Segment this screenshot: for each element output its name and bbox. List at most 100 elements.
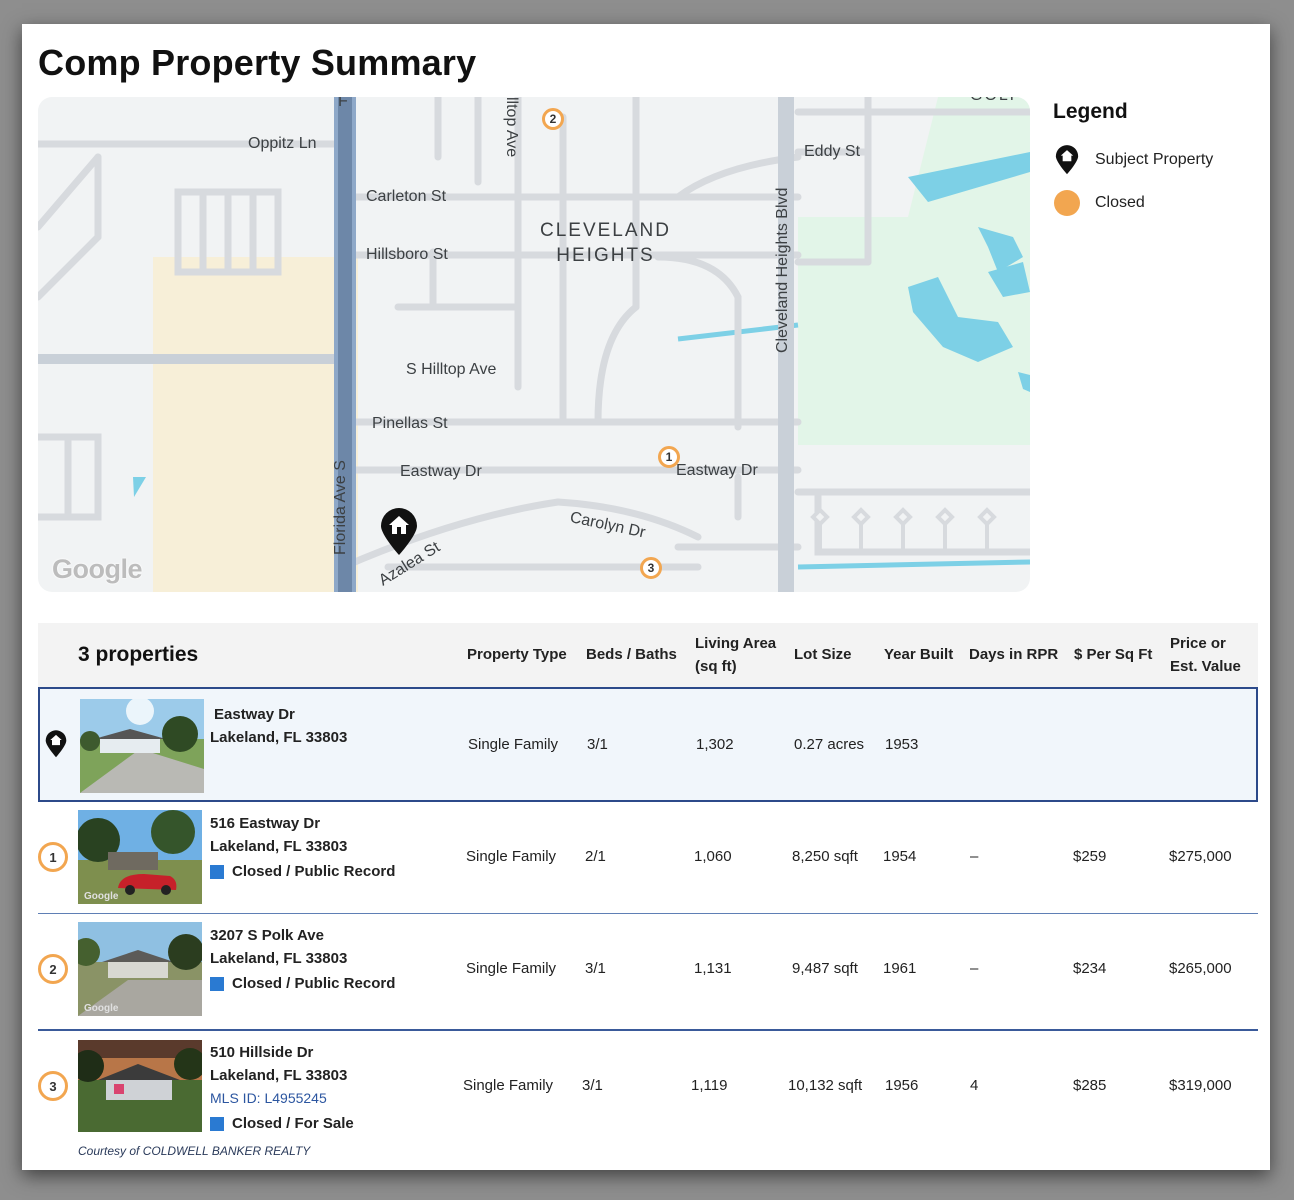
cell-property-type: Single Family [468, 736, 559, 753]
google-logo: Google [52, 554, 143, 584]
cell-days-in-rpr: – [970, 960, 979, 977]
closed-circle-icon [1053, 190, 1081, 216]
cell-days-in-rpr: – [970, 848, 979, 865]
street-label-top-f: F [338, 97, 348, 110]
cell-lot-size: 0.27 acres [794, 736, 865, 753]
house-pin-icon [1053, 144, 1081, 176]
cell-price-per-sqft: $234 [1073, 960, 1107, 977]
street-label-eastway-left: Eastway Dr [400, 463, 482, 480]
legend-label-closed: Closed [1095, 194, 1145, 211]
cell-lot-size: 8,250 sqft [792, 848, 858, 865]
address-city: Lakeland, FL 33803 [210, 1067, 348, 1084]
street-label-hilltop-partial: lltop Ave [503, 97, 520, 158]
street-label-pinellas: Pinellas St [372, 415, 448, 432]
area-label: CLEVELAND HEIGHTS [540, 218, 671, 268]
header-lot-size: Lot Size [794, 646, 852, 663]
comp-address: 510 Hillside Dr Lakeland, FL 33803 MLS I… [210, 1041, 354, 1135]
cell-lot-size: 9,487 sqft [792, 960, 858, 977]
property-photo[interactable] [80, 699, 204, 793]
table-row[interactable]: 1 Google 516 Eastway Dr Lakeland, FL 338… [38, 802, 1258, 913]
address-city: Lakeland, FL 33803 [210, 838, 348, 855]
map-marker-2[interactable]: 2 [542, 108, 564, 130]
status-square-icon [210, 1116, 224, 1131]
cell-year-built: 1961 [883, 960, 917, 977]
legend-item-subject: Subject Property [1053, 144, 1263, 176]
cell-price: $319,000 [1169, 1077, 1232, 1094]
row-divider [38, 913, 1258, 914]
street-label-oppitz: Oppitz Ln [248, 135, 317, 152]
property-photo[interactable] [78, 1040, 202, 1132]
cell-property-type: Single Family [463, 1077, 554, 1094]
cell-price: $275,000 [1169, 848, 1232, 865]
address-street: 516 Eastway Dr [210, 815, 321, 832]
property-photo[interactable]: Google [78, 810, 202, 904]
area-label-line-1: CLEVELAND [540, 220, 671, 241]
cell-living-area: 1,131 [694, 960, 732, 977]
street-label-eastway-right: Eastway Dr [676, 462, 758, 479]
status-badge: Closed / Public Record [210, 860, 395, 883]
property-count: 3 properties [78, 643, 199, 666]
cell-beds-baths: 3/1 [582, 1077, 603, 1094]
status-badge: Closed / For Sale [210, 1112, 354, 1135]
map-canvas [38, 97, 1030, 592]
header-property-type: Property Type [467, 646, 567, 663]
comp-marker-2: 2 [38, 954, 68, 984]
photo-credit: Google [84, 1003, 119, 1014]
comp-address: 3207 S Polk Ave Lakeland, FL 33803 Close… [210, 924, 395, 995]
mls-id: MLS ID: L4955245 [210, 1090, 327, 1106]
subject-house-pin-icon[interactable] [378, 507, 420, 557]
header-price-per-sqft: $ Per Sq Ft [1074, 646, 1153, 663]
comps-table: 3 properties Property Type Beds / Baths … [38, 623, 1258, 1161]
address-city: Lakeland, FL 33803 [210, 950, 348, 967]
street-label-eddy: Eddy St [804, 143, 861, 160]
subject-address: Eastway Dr Lakeland, FL 33803 [210, 703, 347, 749]
cell-living-area: 1,302 [696, 736, 734, 753]
map-marker-1[interactable]: 1 [658, 446, 680, 468]
table-row[interactable]: 3 510 Hillside Dr Lakeland, FL 33803 MLS… [38, 1031, 1258, 1161]
cell-year-built: 1954 [883, 848, 917, 865]
legend-item-closed: Closed [1053, 190, 1263, 216]
address-street: 510 Hillside Dr [210, 1044, 314, 1061]
header-days-in-rpr: Days in RPR [969, 646, 1059, 663]
map[interactable]: Oppitz Ln Carleton St Hillsboro St S Hil… [38, 97, 1030, 592]
header-living-area: Living Area (sq ft) [695, 635, 777, 675]
status-badge: Closed / Public Record [210, 972, 395, 995]
legend-title: Legend [1053, 100, 1128, 123]
cell-living-area: 1,119 [691, 1077, 728, 1094]
header-beds-baths: Beds / Baths [586, 646, 677, 663]
cell-price: $265,000 [1169, 960, 1232, 977]
street-label-hillsboro: Hillsboro St [366, 246, 448, 263]
page-title: Comp Property Summary [38, 42, 477, 83]
cell-year-built: 1956 [885, 1077, 919, 1094]
cell-days-in-rpr: 4 [970, 1077, 979, 1094]
comp-marker-3: 3 [38, 1071, 68, 1101]
street-label-golf: GOLF [970, 97, 1022, 105]
cell-property-type: Single Family [466, 960, 557, 977]
comp-address: 516 Eastway Dr Lakeland, FL 33803 Closed… [210, 812, 395, 883]
table-row-subject[interactable]: Eastway Dr Lakeland, FL 33803 Single Fam… [38, 687, 1258, 802]
cell-property-type: Single Family [466, 848, 557, 865]
cell-price-per-sqft: $285 [1073, 1077, 1107, 1094]
street-label-carleton: Carleton St [366, 188, 447, 205]
cell-lot-size: 10,132 sqft [788, 1077, 863, 1094]
status-square-icon [210, 976, 224, 991]
table-row[interactable]: 2 Google 3207 S Polk Ave Lakeland, FL 33… [38, 914, 1258, 1029]
listing-courtesy: Courtesy of COLDWELL BANKER REALTY [78, 1144, 311, 1158]
cell-year-built: 1953 [885, 736, 919, 753]
header-price: Price or Est. Value [1170, 635, 1241, 675]
house-pin-icon [45, 730, 67, 758]
cell-beds-baths: 2/1 [585, 848, 606, 865]
cell-price-per-sqft: $259 [1073, 848, 1107, 865]
property-photo[interactable]: Google [78, 922, 202, 1016]
address-street: Eastway Dr [214, 706, 295, 723]
address-street: 3207 S Polk Ave [210, 927, 324, 944]
street-label-florida: Florida Ave S [332, 460, 349, 555]
legend-label-subject: Subject Property [1095, 151, 1214, 168]
header-year-built: Year Built [884, 646, 954, 663]
map-marker-3[interactable]: 3 [640, 557, 662, 579]
legend: Legend Subject Property Closed [1053, 100, 1263, 230]
street-label-s-hilltop: S Hilltop Ave [406, 361, 497, 378]
cell-living-area: 1,060 [694, 848, 732, 865]
cell-beds-baths: 3/1 [587, 736, 608, 753]
street-label-cleveland-blvd: Cleveland Heights Blvd [774, 187, 791, 353]
